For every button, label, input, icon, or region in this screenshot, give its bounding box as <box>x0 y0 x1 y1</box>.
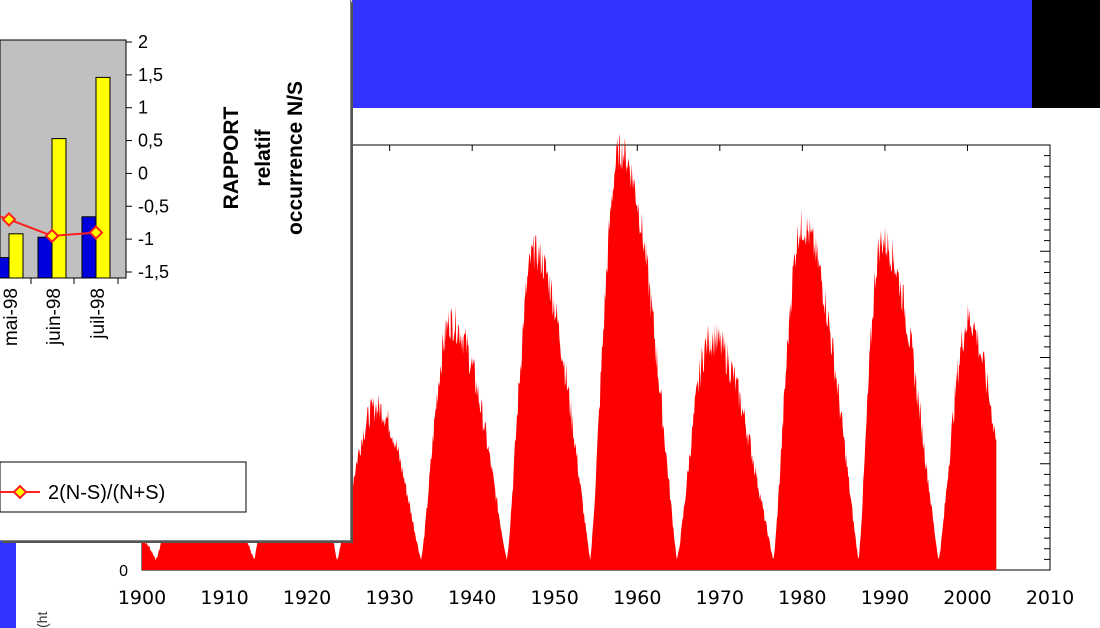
bar-north <box>81 216 97 279</box>
x-tick-label: 1950 <box>531 587 579 609</box>
x-tick-label: 2010 <box>1026 587 1074 609</box>
inset-category-label: mai-98 <box>1 288 22 346</box>
ratio-polyline <box>0 215 97 237</box>
inset-y2-tick-label: 0,5 <box>138 131 163 151</box>
inset-y2-tick-label: 1,5 <box>138 65 163 85</box>
bar-south <box>95 76 111 279</box>
legend-marker <box>12 484 28 500</box>
sunspot-area-series <box>142 133 997 570</box>
inset-bars <box>0 76 111 279</box>
inset-y2-tick-label: 1 <box>138 98 148 118</box>
sunspot-y-axis-label: (ht <box>34 611 50 628</box>
sunspot-y-zero-label: 0 <box>119 563 128 580</box>
inset-y2-tick-label: -1,5 <box>138 262 169 282</box>
legend-box <box>0 461 247 513</box>
y2-title-line-2: relatif <box>252 128 275 186</box>
x-tick-label: 1910 <box>200 587 248 609</box>
x-tick-label: 1970 <box>696 587 744 609</box>
legend-label: 2(N-S)/(N+S) <box>48 482 165 504</box>
y2-title-line-3: occurrence N/S <box>284 81 307 235</box>
ratio-marker <box>88 225 104 240</box>
inset-y2-tick-label: -1 <box>138 229 154 249</box>
x-tick-label: 1900 <box>118 587 166 609</box>
y2-title-line-1: RAPPORT <box>220 106 243 209</box>
inset-legend: 2(N-S)/(N+S) <box>0 461 247 513</box>
bar-north <box>37 236 53 279</box>
bar-south <box>51 138 67 279</box>
inset-category-label: juin-98 <box>44 288 65 346</box>
inset-y2-tick-label: 2 <box>138 32 148 52</box>
x-tick-label: 1960 <box>613 587 661 609</box>
ratio-marker <box>1 212 17 227</box>
inset-right-axis: 2 1,5 1 0,5 0 -0,5 -1 -1,5 <box>125 32 169 282</box>
inset-category-labels: mai-98 juin-98 juil-98 <box>1 278 119 346</box>
x-tick-label: 1990 <box>861 587 909 609</box>
inset-ratio-line <box>0 212 104 244</box>
sunspot-x-tick-labels: 1900 1910 1920 1930 1940 1950 1960 1970 1980 1990… <box>118 587 1074 609</box>
sunspot-chart: 1900 1910 1920 1930 1940 1950 1960 1970 1980 1990… <box>118 133 1074 609</box>
left-blue-strip <box>0 540 16 628</box>
inset-chart: 2 1,5 1 0,5 0 -0,5 -1 -1,5 RAPPORT relatif occu… <box>0 32 307 513</box>
x-tick-label: 1940 <box>448 587 496 609</box>
bar-south <box>8 233 24 279</box>
x-tick-label: 1980 <box>778 587 826 609</box>
inset-chart-panel: 2 1,5 1 0,5 0 -0,5 -1 -1,5 RAPPORT relatif occu… <box>0 0 351 541</box>
inset-category-label: juil-98 <box>88 288 109 340</box>
inset-right-axis-title: RAPPORT relatif occurrence N/S <box>220 81 307 235</box>
x-tick-label: 1930 <box>365 587 413 609</box>
inset-y2-tick-label: -0,5 <box>138 196 169 216</box>
x-tick-label: 1920 <box>283 587 331 609</box>
title-banner <box>352 0 1032 108</box>
bar-north <box>0 257 10 279</box>
inset-y2-tick-label: 0 <box>138 163 148 183</box>
ratio-marker <box>44 228 60 244</box>
x-tick-label: 2000 <box>943 587 991 609</box>
